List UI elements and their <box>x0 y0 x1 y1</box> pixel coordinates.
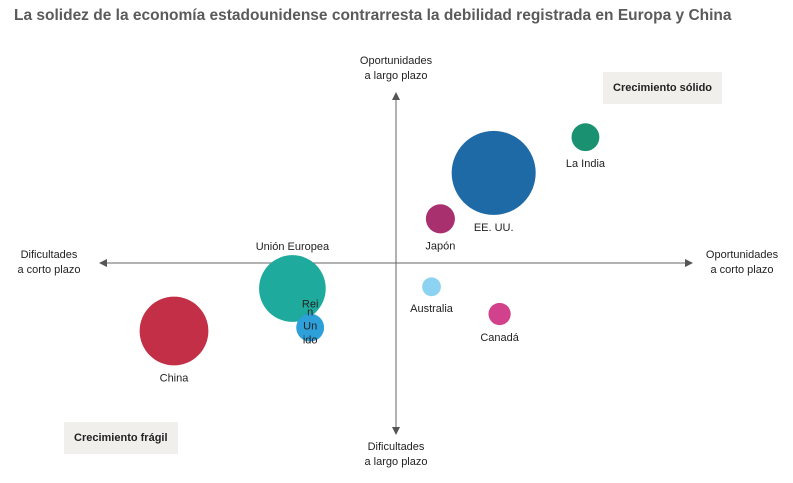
bubble-label-la-india: La India <box>566 158 606 170</box>
bubble-reino-unido <box>296 313 325 342</box>
axis-label-top: Oportunidades a largo plazo <box>359 55 433 82</box>
axis-label-bottom: Dificultades a largo plazo <box>364 441 428 468</box>
bubble-ee-uu <box>451 130 536 215</box>
bubble-la-india <box>571 123 600 152</box>
bubble-label-union-europea: Unión Europea <box>256 241 330 253</box>
quadrant-label-fragile-growth: Crecimiento frágil <box>64 422 178 454</box>
bubble-label-china: China <box>160 372 190 384</box>
label-layer: EE. UU. La India Japón Australia Canadá Unión… <box>160 158 606 384</box>
bubble-label-reino-unido: Rei n Un ido <box>302 299 319 347</box>
bubble-label-canada: Canadá <box>480 332 519 344</box>
bubble-label-japon: Japón <box>425 240 455 252</box>
bubble-canada <box>488 302 511 326</box>
chart-title: La solidez de la economía estadounidense… <box>14 7 732 24</box>
bubble-china <box>139 296 209 366</box>
bubble-japon <box>425 204 455 234</box>
axis-label-left: Dificultades a corto plazo <box>17 249 81 276</box>
bubble-layer <box>139 123 600 366</box>
bubble-label-ee-uu: EE. UU. <box>474 222 514 234</box>
axis-label-right: Oportunidades a corto plazo <box>705 249 779 276</box>
quadrant-label-solid-growth: Crecimiento sólido <box>603 72 723 104</box>
bubble-label-australia: Australia <box>410 303 454 315</box>
bubble-union-europea <box>259 255 326 322</box>
bubble-australia <box>422 277 441 297</box>
